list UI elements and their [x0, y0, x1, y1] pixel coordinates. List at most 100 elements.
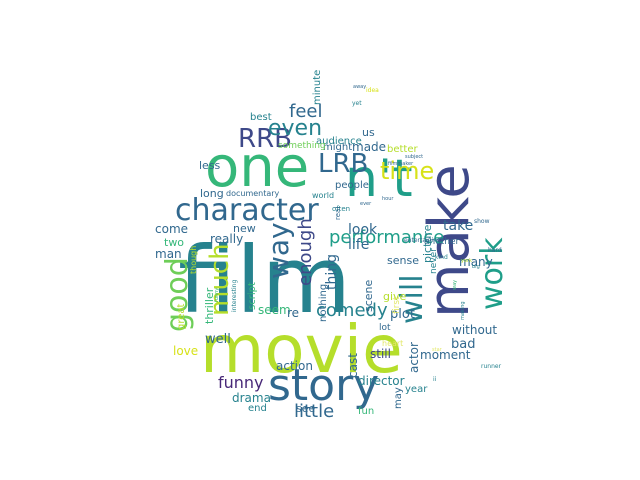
cloud-word: first [392, 296, 402, 314]
cloud-word: performance [329, 227, 444, 248]
cloud-word: life [348, 237, 369, 253]
cloud-word: enough [295, 218, 316, 286]
cloud-word: well [205, 332, 231, 347]
cloud-word: star [432, 347, 443, 353]
cloud-word: feel [289, 101, 323, 122]
cloud-word: time [380, 157, 434, 185]
cloud-word: picture [421, 224, 434, 263]
cloud-word: yet [352, 100, 362, 107]
cloud-word: making [460, 301, 466, 320]
cloud-word: better [387, 144, 418, 155]
cloud-word: come [155, 222, 188, 236]
cloud-word: york [461, 258, 472, 264]
cloud-word: take [443, 218, 473, 234]
cloud-word: man [155, 247, 182, 261]
cloud-word: scene [362, 279, 375, 312]
cloud-word: re [287, 306, 299, 320]
cloud-word: ever [360, 201, 372, 207]
cloud-word: entertaining [404, 237, 441, 244]
cloud-word: much [205, 243, 235, 316]
cloud-word: hour [382, 196, 394, 202]
cloud-word: work [475, 237, 510, 310]
cloud-word: show [474, 218, 490, 225]
cloud-word: fun [358, 406, 374, 417]
cloud-word: way [452, 280, 458, 290]
cloud-word: really [210, 232, 243, 246]
cloud-word: end [248, 403, 267, 414]
cloud-word: world [312, 191, 334, 200]
cloud-word: look [348, 222, 378, 238]
cloud-word: documentary [226, 189, 280, 198]
cloud-word: action [276, 359, 313, 373]
cloud-word: though [189, 246, 198, 274]
cloud-word: still [370, 347, 391, 361]
cloud-word: script [247, 282, 258, 310]
cloud-word: little [294, 401, 334, 422]
cloud-word: something [278, 141, 326, 151]
cloud-word: see [296, 402, 315, 415]
cloud-word: heart [382, 339, 403, 348]
cloud-word: make [417, 164, 482, 318]
cloud-word: real [334, 207, 342, 220]
cloud-word: will [395, 274, 430, 324]
cloud-word: lot [379, 323, 391, 333]
cloud-word: bad [451, 337, 475, 352]
cloud-word: cast [346, 353, 360, 378]
cloud-word: seem [258, 303, 291, 317]
cloud-word: might [323, 142, 352, 153]
cloud-word: give [383, 290, 407, 303]
cloud-word: less [199, 159, 221, 172]
cloud-word: interesting [231, 280, 238, 312]
cloud-word: funny [218, 373, 264, 392]
cloud-word: RRB [238, 124, 292, 154]
cloud-word: way [262, 222, 295, 279]
cloud-word: plot [390, 307, 415, 322]
cloud-word: many [459, 255, 493, 269]
cloud-word: big [472, 264, 480, 270]
cloud-word: story [268, 360, 379, 411]
cloud-word: n't [345, 149, 413, 209]
cloud-word: best [250, 112, 272, 123]
cloud-word: thing [324, 254, 340, 290]
cloud-word: moment [420, 348, 471, 362]
cloud-word: us [362, 126, 375, 139]
cloud-word: great [176, 303, 187, 330]
cloud-word: new [233, 222, 256, 235]
cloud-word: film [178, 227, 351, 334]
cloud-word: love [173, 344, 198, 358]
cloud-word: runner [481, 363, 502, 370]
cloud-word: idea [366, 87, 379, 94]
cloud-word: kind [435, 254, 448, 261]
cloud-word: may [393, 387, 404, 409]
cloud-word: sense [387, 254, 419, 267]
cloud-word: audience [316, 136, 362, 147]
cloud-word: two [164, 236, 184, 249]
cloud-word: drama [232, 391, 271, 405]
cloud-word: another [424, 237, 459, 247]
cloud-word: good [160, 257, 195, 332]
cloud-word: people [335, 180, 369, 191]
cloud-word: minute [312, 70, 323, 105]
cloud-word: year [405, 384, 428, 395]
cloud-word: often [332, 205, 350, 213]
cloud-word: character [175, 193, 319, 228]
cloud-word: without [452, 323, 497, 337]
cloud-word: away [353, 84, 366, 90]
cloud-word: director [358, 374, 405, 388]
cloud-word: never [429, 248, 439, 274]
cloud-word: thriller [203, 287, 216, 324]
cloud-word: one [205, 135, 309, 200]
cloud-word: subject [405, 154, 423, 160]
cloud-word: LRB [318, 149, 368, 179]
cloud-word: nothing [318, 284, 329, 322]
cloud-word: movie [200, 311, 403, 388]
cloud-word: made [352, 140, 386, 154]
cloud-word: ii [433, 376, 437, 383]
cloud-word: comedy [316, 300, 388, 321]
cloud-word: actor [407, 342, 421, 373]
cloud-word: even [268, 116, 322, 141]
cloud-word: long [200, 187, 224, 200]
cloud-word: funny [214, 288, 220, 302]
cloud-word: filmmaker [388, 161, 414, 167]
